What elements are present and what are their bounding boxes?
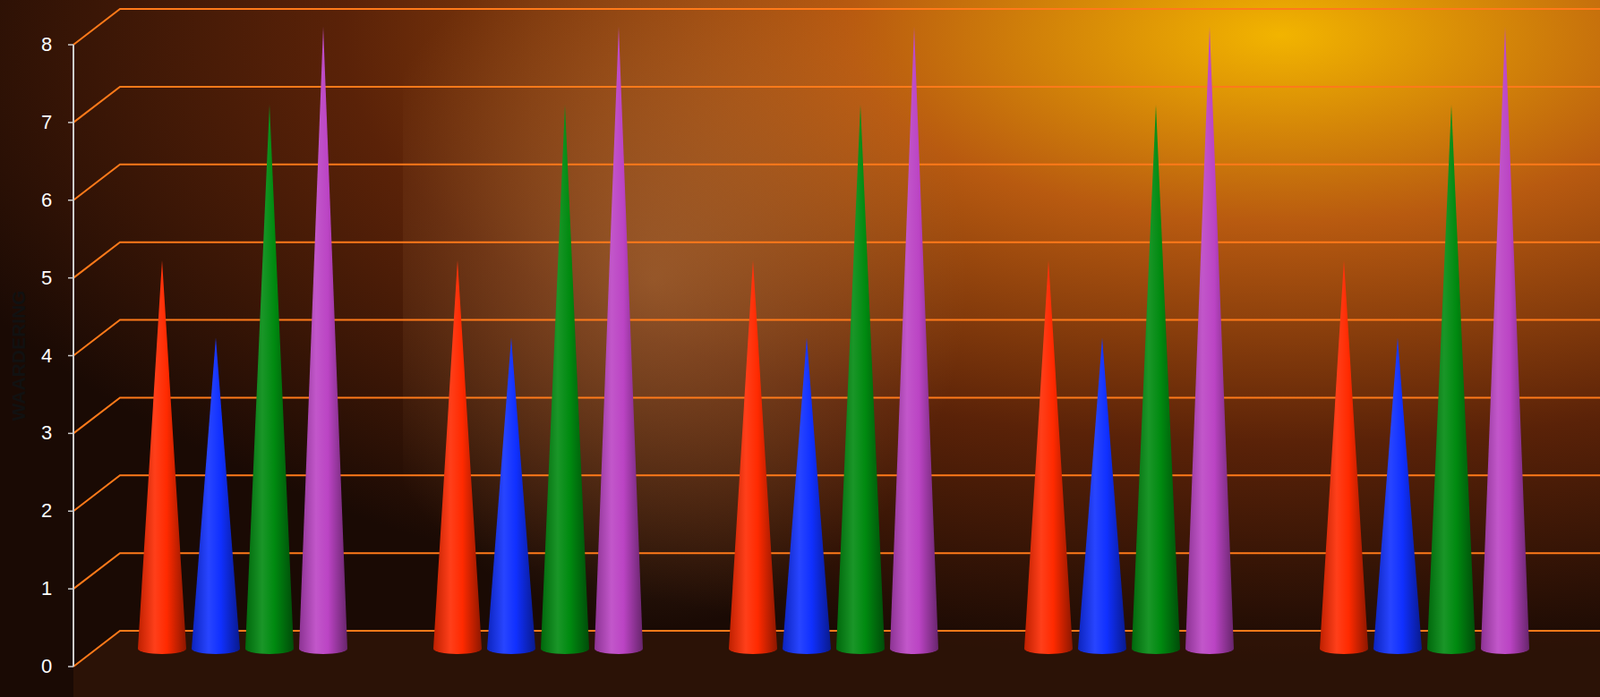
cone [299, 26, 348, 655]
cone [137, 260, 187, 655]
cone [1131, 104, 1181, 655]
grid-line [73, 320, 1600, 357]
cone [1024, 260, 1073, 655]
tick-label: 6 [41, 188, 52, 212]
cone [1427, 104, 1476, 655]
tick-label: 0 [41, 655, 52, 678]
cone [728, 260, 778, 655]
cone [1480, 26, 1530, 655]
cone [1185, 26, 1234, 655]
tick-label: 5 [41, 266, 52, 290]
cone [782, 338, 831, 656]
tick-label: 8 [41, 33, 52, 56]
grid-line [73, 397, 1600, 434]
background [0, 0, 1600, 697]
grid-line [73, 8, 1600, 45]
tick-label: 3 [41, 421, 52, 445]
tick-label: 7 [41, 111, 52, 134]
chart: 0 1 2 3 4 5 6 7 8 WAARDERING [0, 0, 1600, 697]
cone [1373, 338, 1422, 656]
plot-area [137, 26, 1530, 655]
grid-line [73, 86, 1600, 123]
cone [889, 26, 939, 655]
cone [433, 260, 482, 655]
axis-title: WAARDERING [8, 290, 29, 422]
cone [191, 338, 240, 656]
cone [540, 104, 590, 655]
cone [594, 26, 643, 655]
grid-line [73, 164, 1600, 201]
tick-label: 1 [41, 577, 52, 600]
cone [487, 338, 536, 656]
cone [245, 104, 294, 655]
y-axis-line [72, 44, 75, 668]
grid-line [73, 475, 1600, 512]
grid-line [73, 242, 1600, 279]
cone [836, 104, 885, 655]
tick-label: 2 [41, 499, 52, 522]
cone [1319, 260, 1369, 655]
cone [1078, 338, 1127, 656]
background-glow [402, 0, 1030, 697]
tick-label: 4 [41, 344, 52, 368]
